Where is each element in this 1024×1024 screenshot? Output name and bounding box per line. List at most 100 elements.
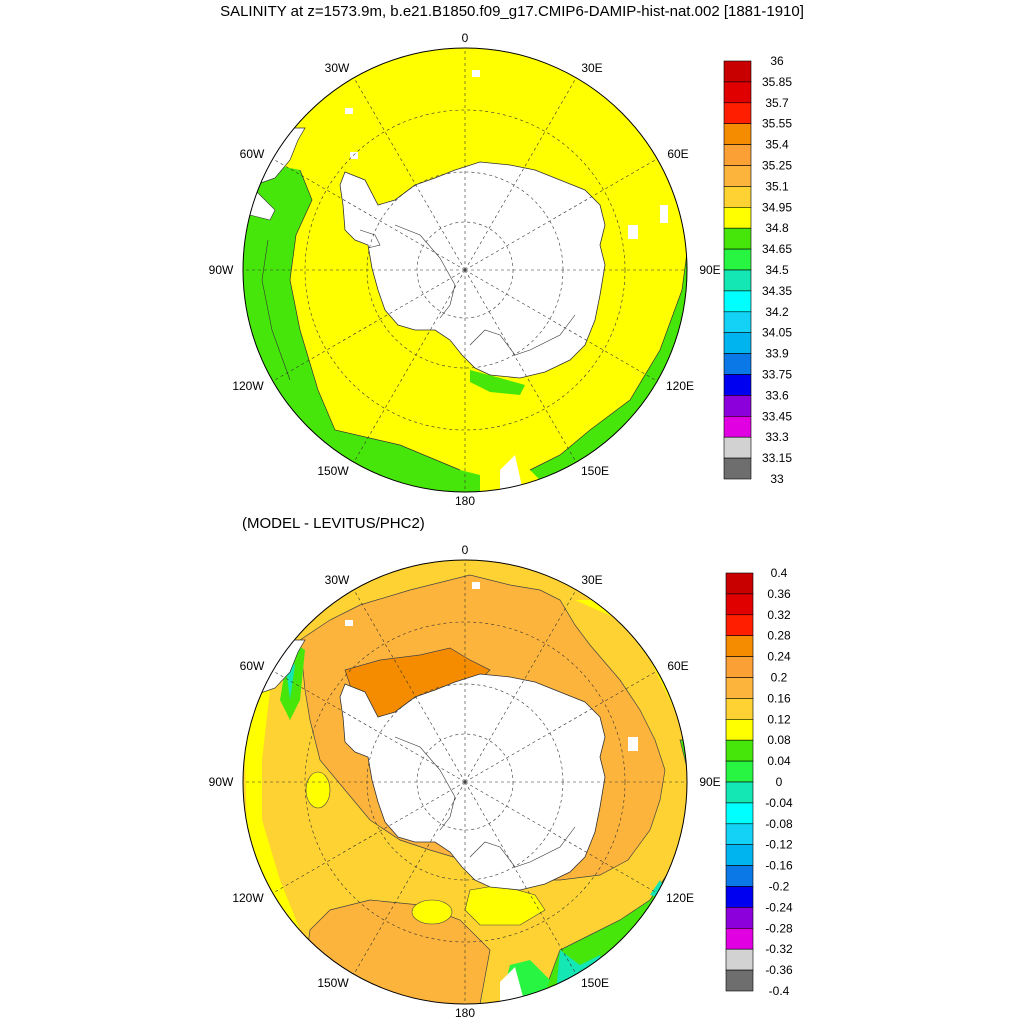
lon-label: 90W <box>209 775 234 789</box>
colorbar-label: 33.3 <box>765 430 789 444</box>
plot-title: SALINITY at z=1573.9m, b.e21.B1850.f09_g… <box>220 3 804 20</box>
lon-label: 0 <box>462 31 469 45</box>
colorbar-label: 34.2 <box>765 305 789 319</box>
colorbar-label: 34.35 <box>762 284 792 298</box>
colorbar-label: 33.6 <box>765 388 789 402</box>
colorbar-label: 34.05 <box>762 326 792 340</box>
colorbar-label: 0.16 <box>767 691 791 705</box>
colorbar-label: 0 <box>776 775 783 789</box>
colorbar-label: -0.08 <box>765 817 793 831</box>
colorbar-label: -0.16 <box>765 859 793 873</box>
lon-label: 60E <box>667 659 688 673</box>
colorbar-box <box>723 269 752 292</box>
lon-label: 30W <box>325 61 350 75</box>
lon-label: 30E <box>581 61 602 75</box>
colorbar-box <box>723 60 752 83</box>
colorbar-box <box>723 374 752 396</box>
colorbar-label: 0.36 <box>767 587 791 601</box>
colorbar-label: -0.2 <box>769 880 790 894</box>
colorbar-box <box>723 186 752 208</box>
lon-label: 0 <box>462 543 469 557</box>
colorbar-label: 0.08 <box>767 733 791 747</box>
colorbar-box <box>725 739 754 762</box>
colorbar-box <box>725 907 754 929</box>
colorbar-box <box>723 332 752 354</box>
colorbar-box <box>725 802 754 825</box>
colorbar-label: 0.24 <box>767 650 791 664</box>
colorbar-box <box>723 207 752 229</box>
colorbar-label: 34.5 <box>765 263 789 277</box>
colorbar-box <box>725 572 754 595</box>
colorbar-box <box>725 656 754 678</box>
lon-label: 30W <box>325 573 350 587</box>
lon-label: 180 <box>455 494 475 508</box>
bottom-longitude-labels: 0 30E 60E 90E 120E 150E 180 150W 120W 90… <box>209 543 721 1020</box>
anomaly-colorbar: 0.4 0.36 0.32 0.28 0.24 0.2 0.16 0.12 0.08 0.04 0 -… <box>725 566 793 998</box>
colorbar-box <box>723 123 752 145</box>
colorbar-box <box>723 395 752 417</box>
colorbar-label: 35.1 <box>765 179 789 193</box>
lon-label: 60W <box>240 147 265 161</box>
colorbar-box <box>723 102 752 125</box>
lon-label: 120E <box>666 379 694 393</box>
colorbar-box <box>723 290 752 313</box>
top-longitude-labels: 0 30E 60E 90E 120E 150E 180 150W 120W 90… <box>209 31 721 508</box>
colorbar-box <box>725 614 754 636</box>
colorbar-label: 0.2 <box>771 671 788 685</box>
colorbar-label: 33 <box>770 472 784 486</box>
colorbar-label: 35.4 <box>765 138 789 152</box>
colorbar-label: 35.85 <box>762 75 792 89</box>
colorbar-label: 33.45 <box>762 409 792 423</box>
colorbar-box <box>725 886 754 908</box>
lon-label: 60W <box>240 659 265 673</box>
colorbar-box <box>725 927 754 950</box>
lon-label: 150W <box>317 976 349 990</box>
colorbar-label: 0.04 <box>767 754 791 768</box>
colorbar-box <box>725 718 754 741</box>
colorbar-box <box>723 227 752 250</box>
anomaly-map: 0 30E 60E 90E 120E 150E 180 150W 120W 90… <box>209 543 721 1020</box>
colorbar-label: 0.4 <box>771 566 788 580</box>
colorbar-box <box>725 865 754 887</box>
colorbar-label: 35.7 <box>765 96 789 110</box>
colorbar-box <box>725 948 754 971</box>
colorbar-box <box>723 457 752 480</box>
anomaly-subtitle: (MODEL - LEVITUS/PHC2) <box>242 515 425 532</box>
colorbar-label: 0.12 <box>767 712 791 726</box>
colorbar-box <box>723 311 752 333</box>
colorbar-label: -0.28 <box>765 921 793 935</box>
colorbar-box <box>723 165 752 187</box>
lon-label: 60E <box>667 147 688 161</box>
colorbar-box <box>725 823 754 845</box>
colorbar-box <box>723 144 752 166</box>
salinity-map: 0 30E 60E 90E 120E 150E 180 150W 120W 90… <box>209 31 721 508</box>
colorbar-label: 33.75 <box>762 368 792 382</box>
colorbar-box <box>723 81 752 104</box>
colorbar-label: 36 <box>770 54 784 68</box>
colorbar-label: 34.65 <box>762 242 792 256</box>
colorbar-label: -0.32 <box>765 942 793 956</box>
colorbar-label: 34.8 <box>765 221 789 235</box>
colorbar-box <box>725 677 754 699</box>
colorbar-label: 33.15 <box>762 451 792 465</box>
colorbar-box <box>725 635 754 657</box>
colorbar-label: -0.12 <box>765 838 793 852</box>
colorbar-label: 34.95 <box>762 200 792 214</box>
colorbar-box <box>723 415 752 438</box>
lon-label: 150W <box>317 464 349 478</box>
lon-label: 150E <box>581 976 609 990</box>
colorbar-label: 33.9 <box>765 347 789 361</box>
colorbar-label: -0.4 <box>769 984 790 998</box>
salinity-colorbar: 36 35.85 35.7 35.55 35.4 35.25 35.1 34.95 34.8 34… <box>723 54 792 486</box>
lon-label: 150E <box>581 464 609 478</box>
lon-label: 120W <box>232 379 264 393</box>
colorbar-label: -0.36 <box>765 963 793 977</box>
colorbar-box <box>725 844 754 866</box>
colorbar-box <box>725 969 754 992</box>
colorbar-box <box>725 593 754 616</box>
colorbar-label: 35.55 <box>762 117 792 131</box>
colorbar-box <box>723 353 752 375</box>
lon-label: 30E <box>581 573 602 587</box>
lon-label: 180 <box>455 1006 475 1020</box>
